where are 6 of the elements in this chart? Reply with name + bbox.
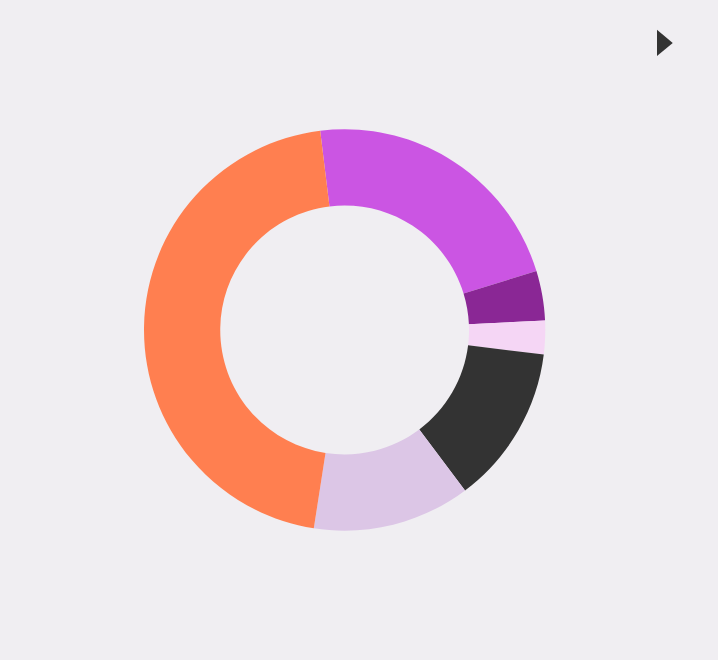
donut-slice — [144, 130, 330, 529]
donut-slice — [313, 429, 466, 531]
donut-slice — [463, 271, 546, 325]
donut-slice — [419, 345, 544, 491]
donut-slice — [468, 320, 546, 355]
donut-slice — [320, 129, 537, 294]
